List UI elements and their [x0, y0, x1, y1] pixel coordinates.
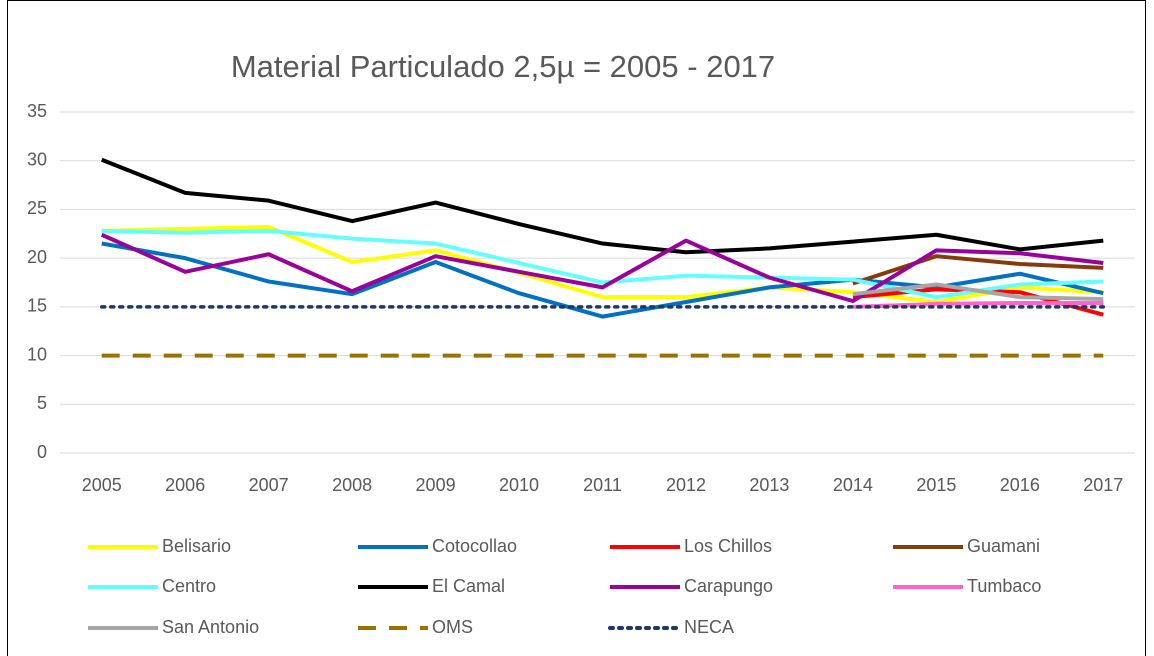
series-line — [852, 254, 1104, 286]
x-tick-label: 2008 — [332, 475, 372, 495]
legend-label: Centro — [162, 576, 216, 596]
legend-label: OMS — [432, 617, 473, 637]
x-tick-label: 2009 — [416, 475, 456, 495]
series-line — [100, 157, 1104, 255]
x-tick-label: 2016 — [1000, 475, 1040, 495]
x-tick-label: 2010 — [499, 475, 539, 495]
legend-label: Carapungo — [684, 576, 773, 596]
legend-label: El Camal — [432, 576, 505, 596]
legend-label: NECA — [684, 617, 734, 637]
legend-label: San Antonio — [162, 617, 259, 637]
chart-title: Material Particulado 2,5µ = 2005 - 2017 — [231, 49, 775, 84]
series-line — [101, 228, 1104, 300]
y-tick-label: 10 — [27, 344, 47, 364]
y-tick-label: 15 — [27, 296, 47, 316]
legend-label: Los Chillos — [684, 536, 772, 556]
y-tick-label: 20 — [27, 247, 47, 267]
legend-label: Cotocollao — [432, 536, 517, 556]
series-line — [852, 282, 1104, 302]
x-tick-label: 2011 — [583, 475, 622, 495]
x-tick-label: 2007 — [249, 475, 289, 495]
y-tick-label: 0 — [37, 442, 47, 462]
y-tick-label: 5 — [37, 393, 47, 413]
x-tick-label: 2015 — [916, 475, 956, 495]
series-line — [100, 232, 1104, 304]
x-tick-label: 2013 — [749, 475, 789, 495]
y-tick-label: 25 — [27, 198, 47, 218]
x-tick-label: 2017 — [1083, 475, 1123, 495]
x-tick-label: 2014 — [833, 475, 873, 495]
legend-label: Belisario — [162, 536, 231, 556]
y-tick-label: 30 — [27, 149, 47, 169]
x-tick-label: 2005 — [82, 475, 122, 495]
legend-label: Guamani — [967, 536, 1040, 556]
chart-border — [7, 0, 1146, 656]
x-tick-label: 2006 — [165, 475, 205, 495]
legend-label: Tumbaco — [967, 576, 1041, 596]
x-tick-label: 2012 — [666, 475, 706, 495]
y-tick-label: 35 — [27, 101, 47, 121]
